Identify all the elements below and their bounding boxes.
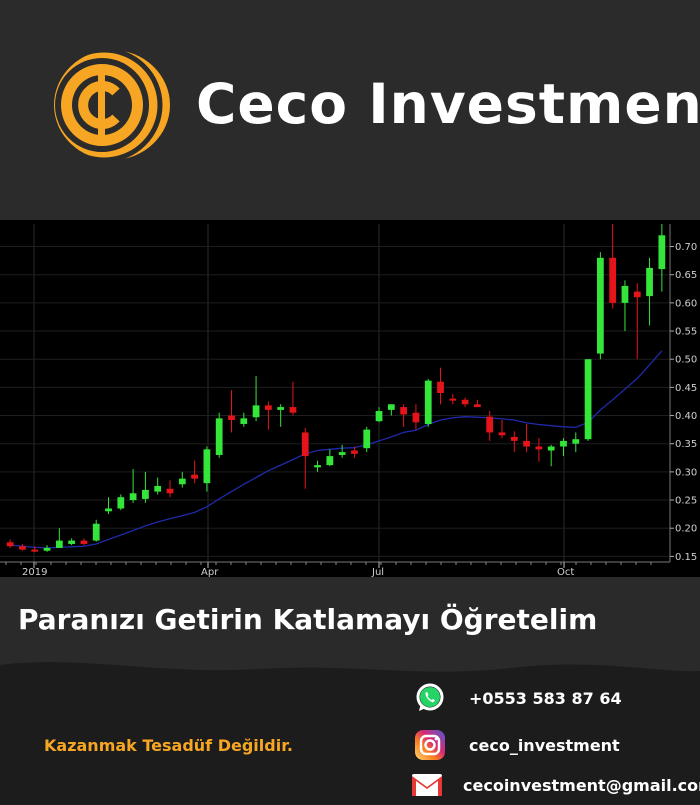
- candle-up: [621, 285, 629, 303]
- candle-up: [596, 257, 604, 354]
- candle-up: [142, 489, 149, 499]
- y-tick-label: 0.40: [675, 411, 697, 422]
- y-tick-label: 0.30: [675, 467, 697, 478]
- candle-up: [338, 452, 346, 455]
- candle-down: [486, 416, 494, 433]
- instagram-icon: [412, 727, 448, 763]
- y-tick-label: 0.65: [675, 270, 697, 281]
- tagline: Paranızı Getirin Katlamayı Öğretelim: [18, 603, 598, 636]
- candle-up: [215, 418, 223, 455]
- x-tick-label: Oct: [557, 567, 574, 577]
- candle-up: [375, 411, 383, 422]
- candle-down: [191, 474, 198, 479]
- brand-name: Ceco Investment: [196, 72, 700, 136]
- candle-up: [68, 540, 76, 544]
- slogan: Kazanmak Tesadüf Değildir.: [44, 736, 293, 755]
- candle-up: [424, 380, 432, 424]
- candle-down: [80, 540, 88, 544]
- x-tick-label: Apr: [201, 567, 219, 577]
- candle-down: [535, 446, 543, 450]
- candle-up: [178, 478, 186, 485]
- candle-up: [584, 359, 592, 440]
- y-tick-label: 0.50: [675, 355, 697, 366]
- y-tick-label: 0.15: [675, 552, 697, 563]
- candle-up: [547, 446, 555, 451]
- y-tick-label: 0.45: [675, 383, 697, 394]
- candle-down: [437, 381, 444, 393]
- candle-down: [474, 404, 481, 408]
- candle-up: [277, 407, 285, 410]
- candle-down: [31, 549, 39, 552]
- candlestick-chart: 0.15 0.20 0.25 0.30 0.35 0.40 0.45 0.50 0.55 0.60…: [0, 224, 697, 577]
- phone-number: +0553 583 87 64: [469, 688, 622, 708]
- bottom-wave-panel: [0, 662, 700, 805]
- y-tick-label: 0.60: [675, 298, 697, 309]
- candle-down: [166, 488, 174, 494]
- candle-up: [314, 465, 321, 468]
- candle-down: [449, 398, 457, 401]
- candle-down: [510, 436, 518, 441]
- candle-up: [240, 418, 248, 424]
- candle-up: [43, 547, 51, 551]
- header: Ceco Investment: [0, 0, 700, 220]
- price-chart: 0.15 0.20 0.25 0.30 0.35 0.40 0.45 0.50 0.55 0.60…: [0, 220, 700, 577]
- candle-up: [387, 404, 395, 410]
- contact-phone[interactable]: +0553 583 87 64: [412, 680, 700, 716]
- candle-down: [523, 440, 530, 447]
- candle-down: [400, 407, 408, 415]
- candle-up: [572, 439, 580, 444]
- candle-down: [412, 412, 420, 423]
- candle-down: [498, 432, 506, 436]
- candle-up: [658, 235, 666, 270]
- candle-up: [203, 449, 211, 484]
- x-tick-label: Jul: [371, 567, 384, 577]
- y-tick-label: 0.25: [675, 496, 697, 507]
- candle-down: [609, 257, 617, 303]
- candle-up: [646, 267, 653, 297]
- candle-down: [633, 291, 641, 298]
- email-address: cecoinvestment@gmail.com: [463, 775, 700, 795]
- contact-email[interactable]: cecoinvestment@gmail.com: [412, 767, 700, 803]
- candle-down: [461, 399, 469, 405]
- candle-up: [92, 523, 100, 541]
- candle-down: [351, 450, 358, 454]
- candle-up: [55, 540, 63, 548]
- candle-down: [264, 405, 272, 410]
- candle-up: [326, 456, 334, 466]
- moving-average-line: [10, 350, 663, 549]
- candle-down: [289, 407, 297, 413]
- instagram-handle: ceco_investment: [469, 735, 620, 755]
- candle-up: [560, 440, 567, 447]
- x-tick-label: 2019: [22, 567, 47, 577]
- candle-up: [129, 493, 137, 501]
- y-tick-label: 0.55: [675, 327, 697, 338]
- y-tick-label: 0.20: [675, 524, 697, 535]
- candle-up: [117, 497, 125, 509]
- candle-up: [154, 485, 162, 492]
- candle-up: [363, 429, 371, 449]
- candle-down: [6, 542, 14, 547]
- candle-down: [228, 415, 235, 421]
- y-tick-label: 0.35: [675, 439, 697, 450]
- candle-down: [301, 432, 309, 457]
- contact-instagram[interactable]: ceco_investment: [412, 727, 700, 763]
- candle-up: [105, 508, 112, 512]
- candle-up: [252, 405, 260, 418]
- whatsapp-icon: [412, 680, 448, 716]
- coin-cent-icon: [45, 48, 170, 162]
- candle-down: [19, 546, 26, 550]
- gmail-icon: [412, 767, 442, 803]
- y-tick-label: 0.70: [675, 242, 697, 253]
